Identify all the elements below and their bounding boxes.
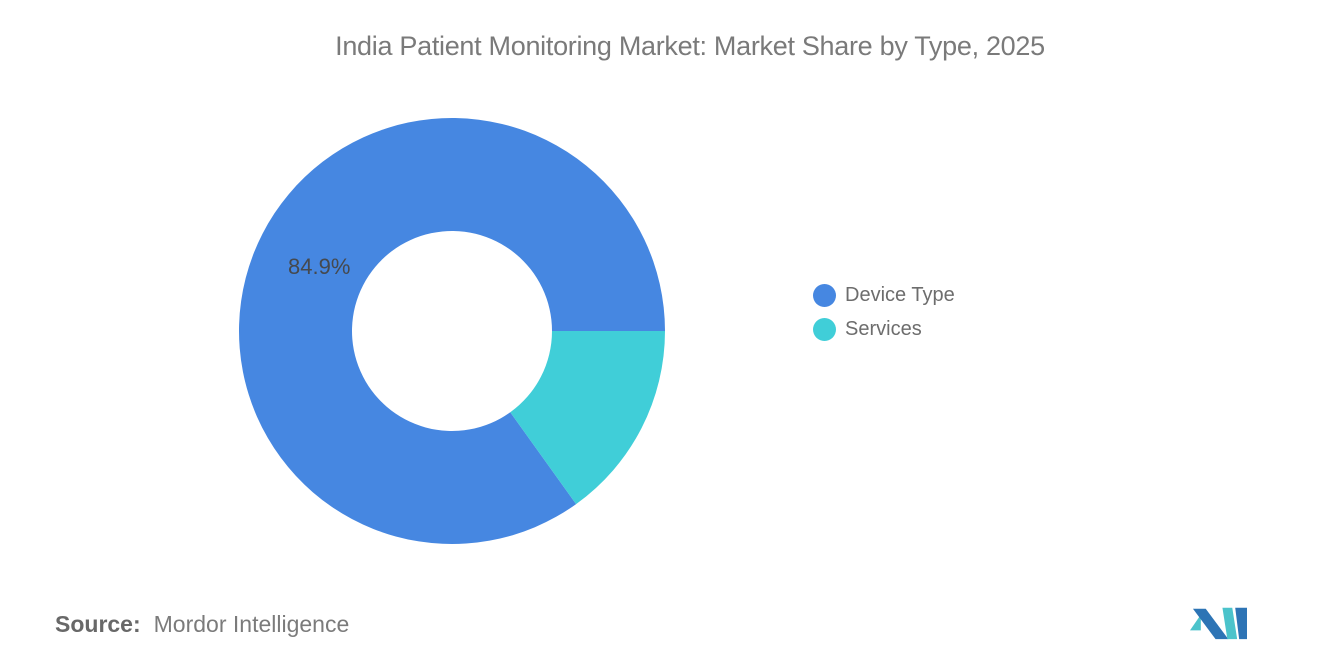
legend-item-device-type[interactable]: Device Type bbox=[813, 284, 955, 307]
source-prefix: Source: bbox=[55, 611, 141, 637]
donut-chart: 84.9% bbox=[238, 117, 666, 545]
slice-data-label: 84.9% bbox=[288, 254, 351, 279]
legend-swatch-device-type-icon bbox=[813, 284, 836, 307]
slice-services[interactable] bbox=[510, 331, 665, 505]
legend-label-device-type: Device Type bbox=[845, 284, 955, 306]
mordor-intelligence-logo bbox=[1190, 599, 1247, 642]
donut-svg bbox=[239, 117, 666, 544]
mordor-logo-icon bbox=[1190, 607, 1247, 640]
slice-device-type[interactable] bbox=[239, 117, 666, 544]
legend-swatch-services-icon bbox=[813, 318, 836, 341]
source-line: Source: Mordor Intelligence bbox=[55, 611, 349, 638]
chart-legend: Device Type Services bbox=[813, 284, 955, 341]
chart-title: India Patient Monitoring Market: Market … bbox=[335, 31, 1045, 61]
source-text: Mordor Intelligence bbox=[153, 611, 350, 637]
legend-label-services: Services bbox=[845, 318, 922, 340]
legend-item-services[interactable]: Services bbox=[813, 318, 955, 341]
